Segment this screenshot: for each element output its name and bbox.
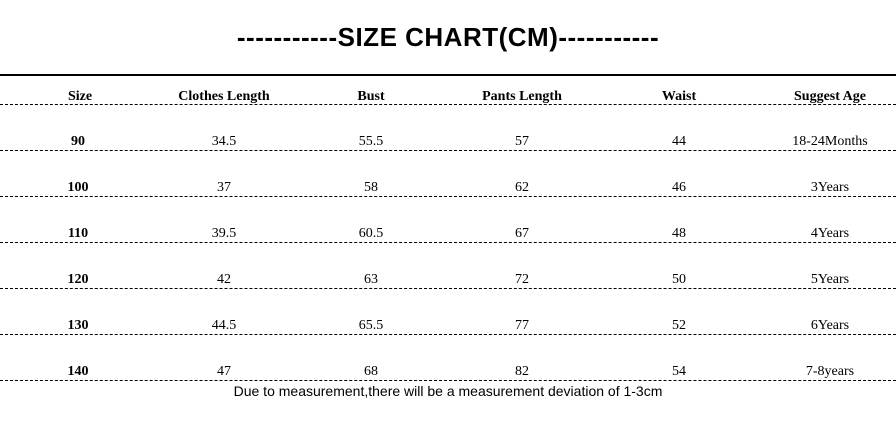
note: Due to measurement,there will be a measu…	[233, 383, 663, 399]
row-divider	[0, 150, 896, 151]
cell: 54	[672, 364, 686, 379]
row-divider	[0, 334, 896, 335]
size-cell: 140	[67, 364, 89, 379]
cell: 34.5	[211, 134, 237, 149]
cell: 4Years	[810, 226, 850, 241]
size-cell: 90	[71, 134, 85, 149]
cell: 58	[364, 180, 378, 195]
top-rule	[0, 74, 896, 76]
row-divider	[0, 242, 896, 243]
cell: 6Years	[810, 318, 850, 333]
cell: 77	[515, 318, 529, 333]
column-header: Suggest Age	[794, 89, 866, 104]
cell: 57	[515, 134, 529, 149]
cell: 55.5	[358, 134, 384, 149]
cell: 63	[364, 272, 378, 287]
cell: 37	[217, 180, 231, 195]
column-header: Waist	[661, 89, 697, 104]
cell: 48	[672, 226, 686, 241]
column-header: Bust	[357, 89, 385, 104]
title: -----------SIZE CHART(CM)-----------	[236, 22, 660, 52]
cell: 82	[515, 364, 529, 379]
size-cell: 100	[67, 180, 89, 195]
cell: 72	[515, 272, 529, 287]
cell: 52	[672, 318, 686, 333]
column-header: Pants Length	[482, 89, 562, 104]
row-divider	[0, 288, 896, 289]
size-cell: 110	[67, 226, 89, 241]
row-divider	[0, 380, 896, 381]
cell: 39.5	[211, 226, 237, 241]
cell: 44.5	[211, 318, 237, 333]
cell: 67	[515, 226, 529, 241]
column-header: Size	[67, 89, 93, 104]
row-divider	[0, 196, 896, 197]
cell: 42	[217, 272, 231, 287]
size-cell: 120	[67, 272, 89, 287]
cell: 62	[515, 180, 529, 195]
cell: 65.5	[358, 318, 384, 333]
cell: 50	[672, 272, 686, 287]
column-header: Clothes Length	[178, 89, 270, 104]
size-cell: 130	[67, 318, 89, 333]
cell: 44	[672, 134, 686, 149]
cell: 47	[217, 364, 231, 379]
cell: 68	[364, 364, 378, 379]
cell: 60.5	[358, 226, 384, 241]
cell: 3Years	[810, 180, 850, 195]
cell: 7-8years	[805, 364, 855, 379]
cell: 5Years	[810, 272, 850, 287]
cell: 18-24Months	[792, 134, 868, 149]
row-divider	[0, 104, 896, 105]
cell: 46	[672, 180, 686, 195]
